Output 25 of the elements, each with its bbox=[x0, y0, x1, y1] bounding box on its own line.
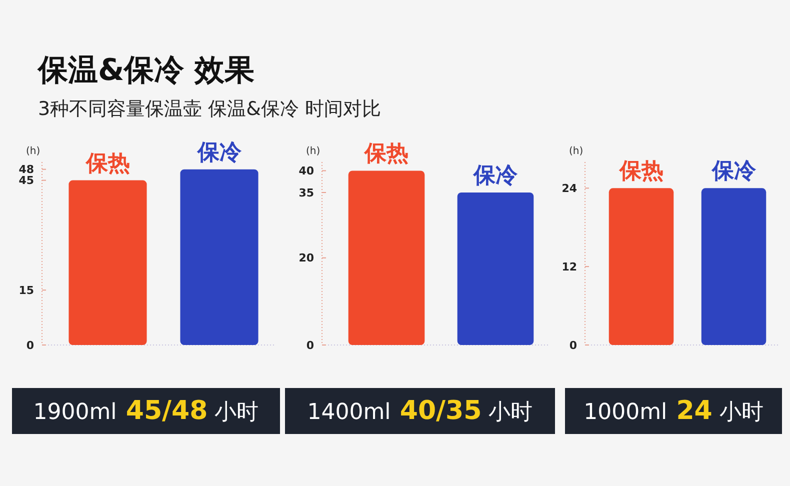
y-tick-label: 48 bbox=[18, 163, 34, 176]
x-tick-label: 保冷 bbox=[710, 159, 757, 184]
x-tick-label: 保热 bbox=[364, 142, 408, 167]
y-tick-label: 0 bbox=[26, 338, 34, 352]
y-tick-label: 12 bbox=[562, 260, 577, 274]
x-tick-label: 保热 bbox=[84, 151, 130, 176]
y-tick-label: 45 bbox=[18, 174, 34, 188]
y-tick-label: 24 bbox=[562, 182, 578, 195]
y-axis-title: (h) bbox=[26, 146, 40, 157]
y-tick-label: 20 bbox=[298, 252, 314, 265]
chart-title: 保温&保冷 效果 bbox=[37, 53, 255, 88]
text: 1400ml 40/35 小时 bbox=[307, 396, 533, 426]
text: 1900ml 45/48 小时 bbox=[33, 396, 259, 426]
y-tick-label: 0 bbox=[569, 338, 578, 352]
x-tick-label: 保冷 bbox=[472, 164, 518, 188]
x-tick-label: 保冷 bbox=[196, 140, 242, 166]
y-tick-label: 15 bbox=[18, 284, 34, 297]
y-tick-label: 0 bbox=[306, 338, 314, 352]
y-tick-label: 40 bbox=[298, 164, 314, 178]
chart-subtitle: 3种不同容量保温壶 保温&保冷 时间对比 bbox=[38, 98, 381, 120]
y-axis-title: (h) bbox=[306, 146, 320, 157]
x-tick-label: 保热 bbox=[618, 159, 664, 184]
y-tick-label: 35 bbox=[298, 186, 314, 200]
text: 1000ml 24 小时 bbox=[584, 396, 764, 426]
y-axis-title: (h) bbox=[569, 146, 584, 157]
